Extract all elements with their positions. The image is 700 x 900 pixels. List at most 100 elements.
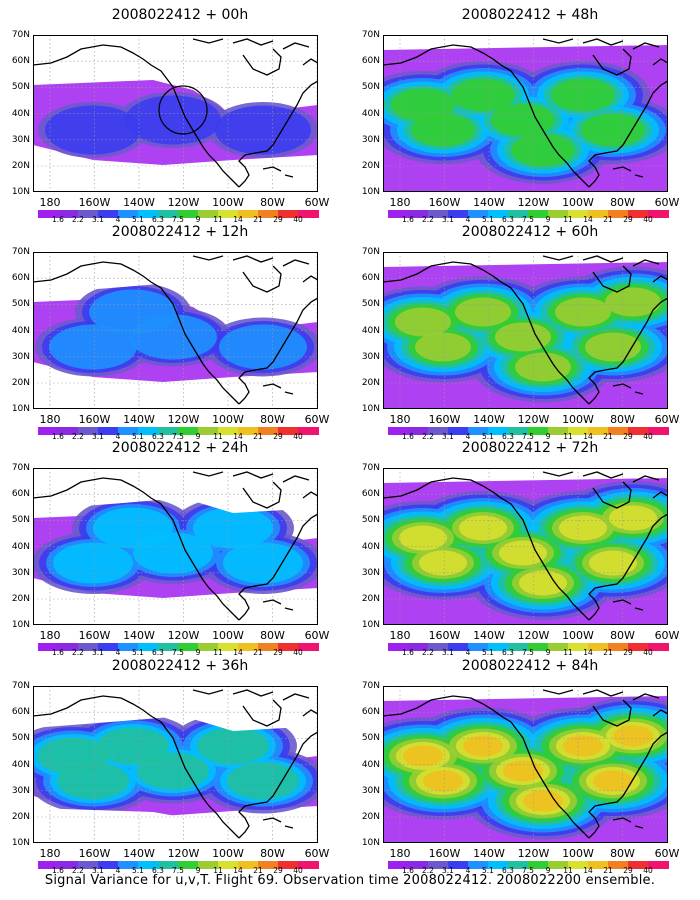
lat-tick-label: 30N <box>361 567 380 578</box>
colorbar-swatch <box>158 210 179 218</box>
colorbar-swatch <box>58 861 79 869</box>
colorbar-swatch <box>628 427 649 435</box>
lat-tick-label: 20N <box>361 812 380 822</box>
lat-tick-label: 60N <box>11 273 30 284</box>
colorbar <box>38 643 319 651</box>
variance-map <box>33 252 318 409</box>
colorbar-swatch <box>298 643 319 651</box>
lon-tick-label: 180 <box>389 847 411 860</box>
variance-field <box>383 262 668 409</box>
lat-tick-label: 20N <box>11 161 30 171</box>
colorbar-label: 21 <box>253 215 263 224</box>
colorbar-label: 21 <box>603 866 613 875</box>
colorbar-swatch <box>298 861 319 869</box>
colorbar-label: 21 <box>253 432 263 441</box>
colorbar-label: 1.6 <box>52 866 64 875</box>
colorbar-label: 7.5 <box>522 215 534 224</box>
lat-tick-label: 60N <box>11 707 30 718</box>
lat-tick-label: 50N <box>361 299 380 310</box>
colorbar-label: 7.5 <box>172 215 184 224</box>
lon-tick-label: 140W <box>473 413 505 426</box>
colorbar-label: 3.1 <box>92 432 104 441</box>
colorbar-label: 40 <box>293 648 303 657</box>
figure-caption: Signal Variance for u,v,T. Flight 69. Ob… <box>44 873 656 888</box>
colorbar-swatch <box>488 643 509 651</box>
lon-tick-label: 100W <box>212 196 244 209</box>
colorbar-label: 14 <box>583 866 593 875</box>
colorbar <box>388 427 669 435</box>
colorbar-label: 29 <box>273 432 283 441</box>
colorbar-label: 5.1 <box>482 432 494 441</box>
lat-tick-label: 10N <box>11 404 30 415</box>
variance-map <box>383 35 668 192</box>
colorbar-label: 11 <box>563 866 573 875</box>
lat-tick-label: 40N <box>361 108 380 119</box>
colorbar-label: 6.3 <box>502 866 514 875</box>
colorbar-swatch <box>548 861 569 869</box>
colorbar-label: 9 <box>195 215 201 224</box>
lat-tick-label: 10N <box>361 187 380 198</box>
colorbar-swatch <box>508 643 529 651</box>
colorbar-label: 11 <box>213 866 223 875</box>
colorbar-label: 6.3 <box>502 215 514 224</box>
colorbar-label: 7.5 <box>172 432 184 441</box>
lat-tick-label: 70N <box>361 681 380 691</box>
lon-tick-label: 100W <box>562 413 594 426</box>
variance-field <box>33 686 318 843</box>
field-contour <box>403 745 443 767</box>
field-contour <box>419 550 467 576</box>
colorbar-swatch <box>568 643 589 651</box>
colorbar-label: 5.1 <box>132 215 144 224</box>
variance-field <box>33 35 318 192</box>
colorbar-swatch <box>448 643 469 651</box>
colorbar-label: 14 <box>233 432 243 441</box>
map-panel: 2008022412 + 24h 70N 60N 50N 40N 30N 20N 10N 180… <box>0 438 330 657</box>
colorbar-label: 4 <box>115 432 121 441</box>
lat-tick-label: 70N <box>361 247 380 257</box>
colorbar-swatch <box>468 210 489 218</box>
colorbar-label: 29 <box>273 648 283 657</box>
lat-tick-label: 40N <box>361 759 380 770</box>
colorbar-swatch <box>408 427 429 435</box>
colorbar-swatch <box>528 210 549 218</box>
lon-tick-label: 60W <box>654 413 680 426</box>
colorbar <box>388 861 669 869</box>
colorbar-swatch <box>428 643 449 651</box>
lat-tick-label: 30N <box>11 351 30 362</box>
colorbar-swatch <box>278 427 299 435</box>
lon-tick-label: 180 <box>39 413 61 426</box>
lat-tick-label: 40N <box>11 541 30 552</box>
colorbar-label: 6.3 <box>502 648 514 657</box>
colorbar-swatch <box>568 210 589 218</box>
field-gap <box>33 806 318 843</box>
colorbar-label: 9 <box>545 432 551 441</box>
coastline <box>33 255 318 405</box>
colorbar-label: 4 <box>465 648 471 657</box>
colorbar-label: 4 <box>115 866 121 875</box>
field-contour <box>605 287 661 317</box>
field-gap <box>33 593 318 625</box>
lat-tick-label: 10N <box>361 620 380 631</box>
lat-tick-label: 60N <box>11 56 30 67</box>
colorbar-swatch <box>78 861 99 869</box>
colorbar-label: 9 <box>545 648 551 657</box>
lon-tick-label: 80W <box>610 847 635 860</box>
field-contour <box>495 322 551 352</box>
colorbar-swatch <box>138 643 159 651</box>
field-contour <box>455 297 511 327</box>
lon-tick-label: 120W <box>167 196 200 209</box>
lon-tick-label: 80W <box>610 629 635 642</box>
variance-field <box>383 478 668 625</box>
colorbar-swatch <box>258 643 279 651</box>
colorbar-swatch <box>648 861 669 869</box>
lat-tick-label: 60N <box>361 273 380 284</box>
colorbar-swatch <box>528 427 549 435</box>
lon-tick-label: 160W <box>78 629 111 642</box>
colorbar-label: 9 <box>195 432 201 441</box>
colorbar-swatch <box>468 861 489 869</box>
colorbar-swatch <box>588 210 609 218</box>
colorbar-swatch <box>528 643 549 651</box>
colorbar-label: 5.1 <box>132 432 144 441</box>
lat-tick-label: 20N <box>11 812 30 822</box>
colorbar-label: 29 <box>273 215 283 224</box>
